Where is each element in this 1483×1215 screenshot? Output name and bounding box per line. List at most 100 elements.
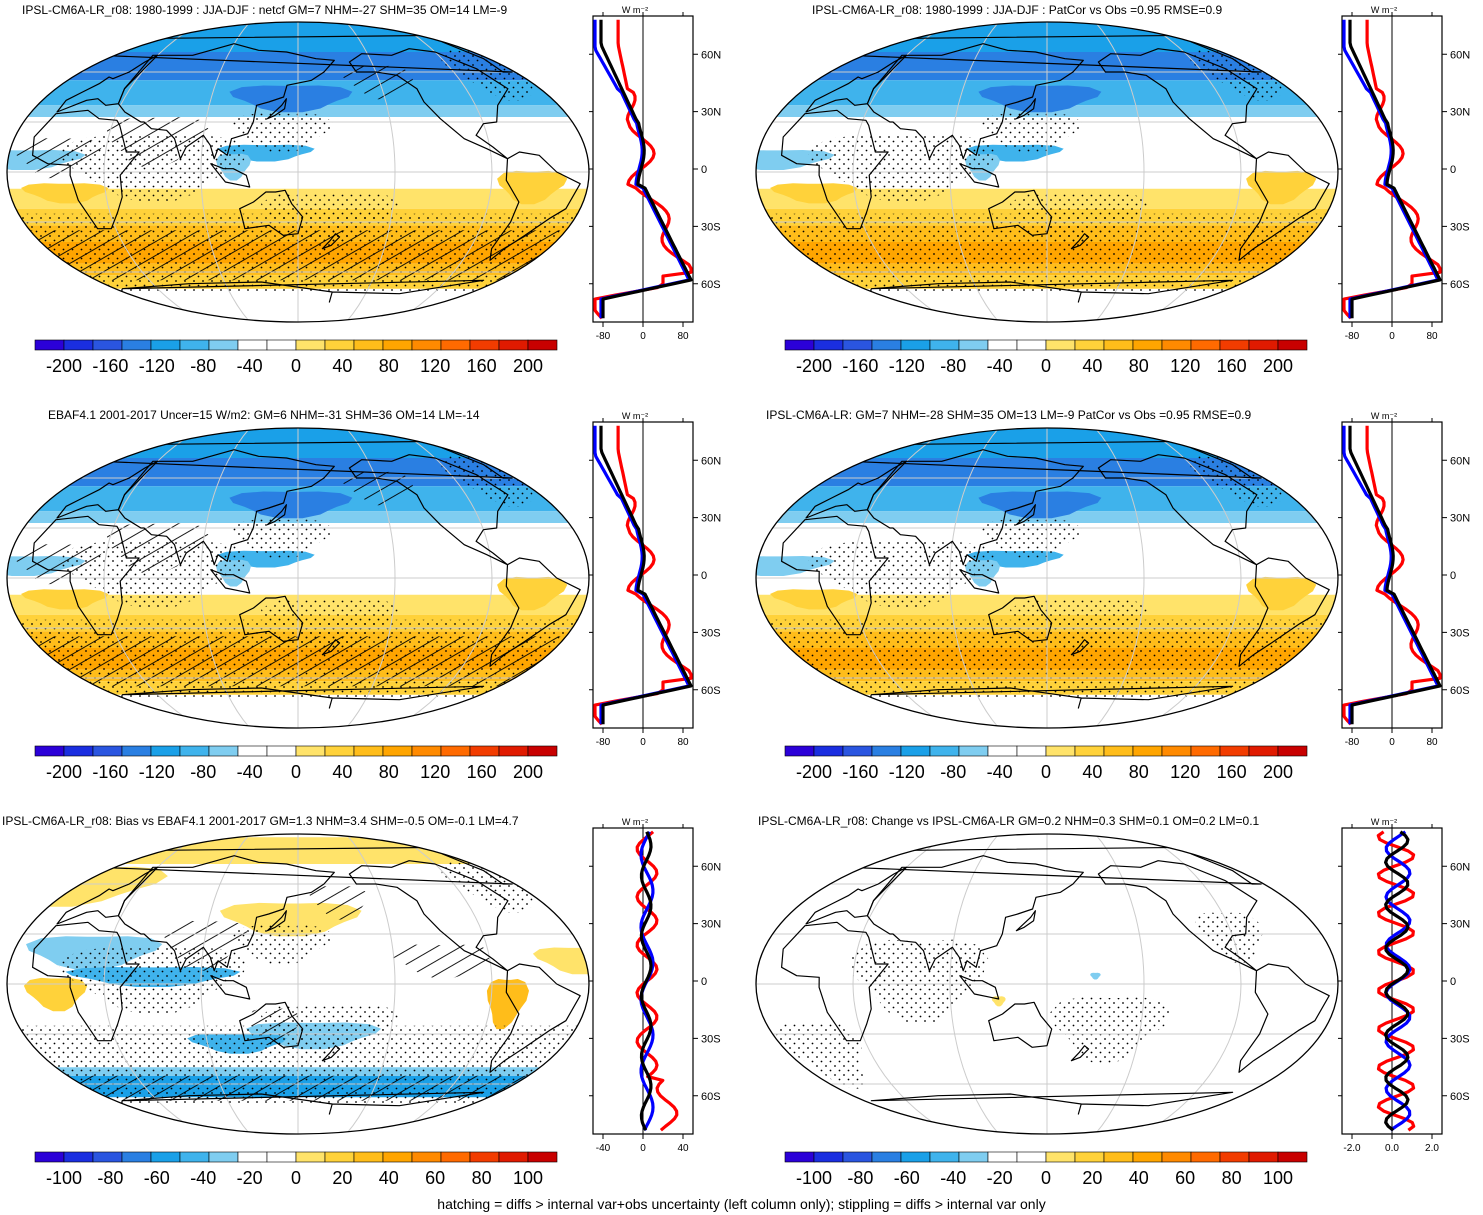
shaded-region (756, 556, 835, 576)
zonal-x-tick-label: 0 (640, 737, 646, 748)
colorbar-tick-label: -40 (940, 1168, 966, 1188)
colorbar-swatch (527, 1151, 558, 1163)
coastline-africa (781, 515, 889, 636)
colorbar-swatch (871, 339, 902, 351)
map-border (755, 833, 1339, 1135)
colorbar-tick-label: -80 (97, 1168, 123, 1188)
zonal-y-tick-label: 30S (701, 627, 721, 639)
colorbar-swatch (295, 1151, 326, 1163)
coastline-africa (32, 109, 140, 230)
colorbar-swatch (179, 339, 210, 351)
coastline-indonesia (210, 569, 251, 594)
colorbar-swatch (34, 1151, 65, 1163)
coastline-antarctica (121, 279, 485, 303)
colorbar-swatch (1016, 1151, 1047, 1163)
coastline-indonesia (959, 163, 1000, 188)
zonal-x-tick-label: 2.0 (1425, 1143, 1439, 1154)
zonal-x-tick-label: 80 (1426, 737, 1438, 748)
coastline-europe (56, 54, 159, 113)
panel-title: IPSL-CM6A-LR: GM=7 NHM=-28 SHM=35 OM=13 … (766, 408, 1252, 422)
graticule-meridian (949, 22, 1000, 322)
zonal-y-tick-label: 30N (1450, 107, 1470, 119)
colorbar-tick-label: 40 (332, 762, 352, 782)
colorbar-swatch (1045, 745, 1076, 757)
zonal-curve (1384, 830, 1410, 1132)
colorbar-swatch (813, 745, 844, 757)
zonal-y-tick-label: 60S (1450, 685, 1470, 697)
stippling (849, 939, 989, 1024)
coastline-antarctica (121, 685, 485, 709)
zonal-curve (1342, 425, 1440, 725)
colorbar-swatch (324, 745, 355, 757)
coastline-europe (805, 54, 908, 113)
colorbar-swatch (324, 1151, 355, 1163)
shaded-region (532, 947, 589, 975)
zonal-x-tick-label: -80 (596, 331, 611, 342)
coastline-southamerica (1238, 151, 1330, 261)
colorbar-swatch (237, 339, 268, 351)
zonal-y-tick-label: 60N (1450, 455, 1470, 467)
coastline-australia (239, 1001, 304, 1048)
shaded-region (1246, 170, 1317, 205)
coastline-africa (32, 515, 140, 636)
colorbar-swatch (498, 339, 529, 351)
graticule-meridian (949, 834, 1000, 1134)
colorbar-swatch (353, 745, 384, 757)
coastline-africa (781, 921, 889, 1042)
colorbar-swatch (440, 745, 471, 757)
coastline-northamerica (348, 48, 509, 160)
colorbar-swatch (92, 745, 123, 757)
colorbar-swatch (440, 1151, 471, 1163)
colorbar-swatch (987, 745, 1018, 757)
hatching (389, 944, 493, 978)
graticule-meridian (949, 428, 1000, 728)
coastline-europe (805, 866, 908, 925)
zonal-y-tick-label: 60N (701, 49, 721, 61)
colorbar-tick-label: 20 (1082, 1168, 1102, 1188)
graticule-meridian (103, 834, 202, 1134)
hatching (164, 920, 248, 971)
shaded-region (497, 170, 568, 205)
colorbar-tick-label: 120 (1170, 762, 1200, 782)
colorbar-swatch (411, 745, 442, 757)
colorbar-swatch (900, 745, 931, 757)
colorbar: -100 -80 -60 -40 -20 0 20 40 60 80 100 (784, 1151, 1308, 1188)
colorbar-swatch (1161, 1151, 1192, 1163)
coastline-greenland (98, 440, 513, 479)
colorbar-tick-label: -160 (92, 762, 128, 782)
shaded-region (23, 977, 88, 1012)
colorbar-swatch (179, 745, 210, 757)
colorbar-swatch (237, 745, 268, 757)
graticule-meridian (200, 834, 251, 1134)
hatching (341, 471, 413, 506)
zonal-curve (599, 19, 693, 319)
coastline-northamerica (1097, 860, 1258, 972)
colorbar-tick-label: -80 (190, 356, 216, 376)
shaded-region (229, 85, 353, 113)
colorbar-tick-label: 40 (332, 356, 352, 376)
colorbar-swatch (958, 1151, 989, 1163)
graticule-meridian (852, 428, 951, 728)
stippling (232, 519, 333, 560)
coastline-nz (1070, 1045, 1090, 1062)
colorbar-tick-label: -40 (237, 356, 263, 376)
colorbar-tick-label: -120 (889, 762, 925, 782)
coastline-australia (988, 1001, 1053, 1048)
zonal-y-tick-label: 30S (1450, 221, 1470, 233)
map-border (755, 21, 1339, 323)
panel-title: EBAF4.1 2001-2017 Uncer=15 W/m2: GM=6 NH… (48, 408, 480, 422)
colorbar-swatch (295, 745, 326, 757)
colorbar-swatch (1190, 339, 1221, 351)
coastline-nz (321, 639, 341, 656)
colorbar-swatch (63, 339, 94, 351)
zonal-x-tick-label: -80 (596, 737, 611, 748)
coastline-japan (266, 98, 287, 120)
colorbar-tick-label: -80 (940, 356, 966, 376)
figure-footnote: hatching = diffs > internal var+obs unce… (437, 1196, 1046, 1212)
graticule-meridian (852, 834, 951, 1134)
colorbar-tick-label: -80 (190, 762, 216, 782)
zonal-unit-label: W m⁻² (622, 5, 648, 15)
colorbar-tick-label: 40 (1082, 356, 1102, 376)
colorbar-swatch (63, 1151, 94, 1163)
zonal-x-tick-label: 80 (1426, 331, 1438, 342)
